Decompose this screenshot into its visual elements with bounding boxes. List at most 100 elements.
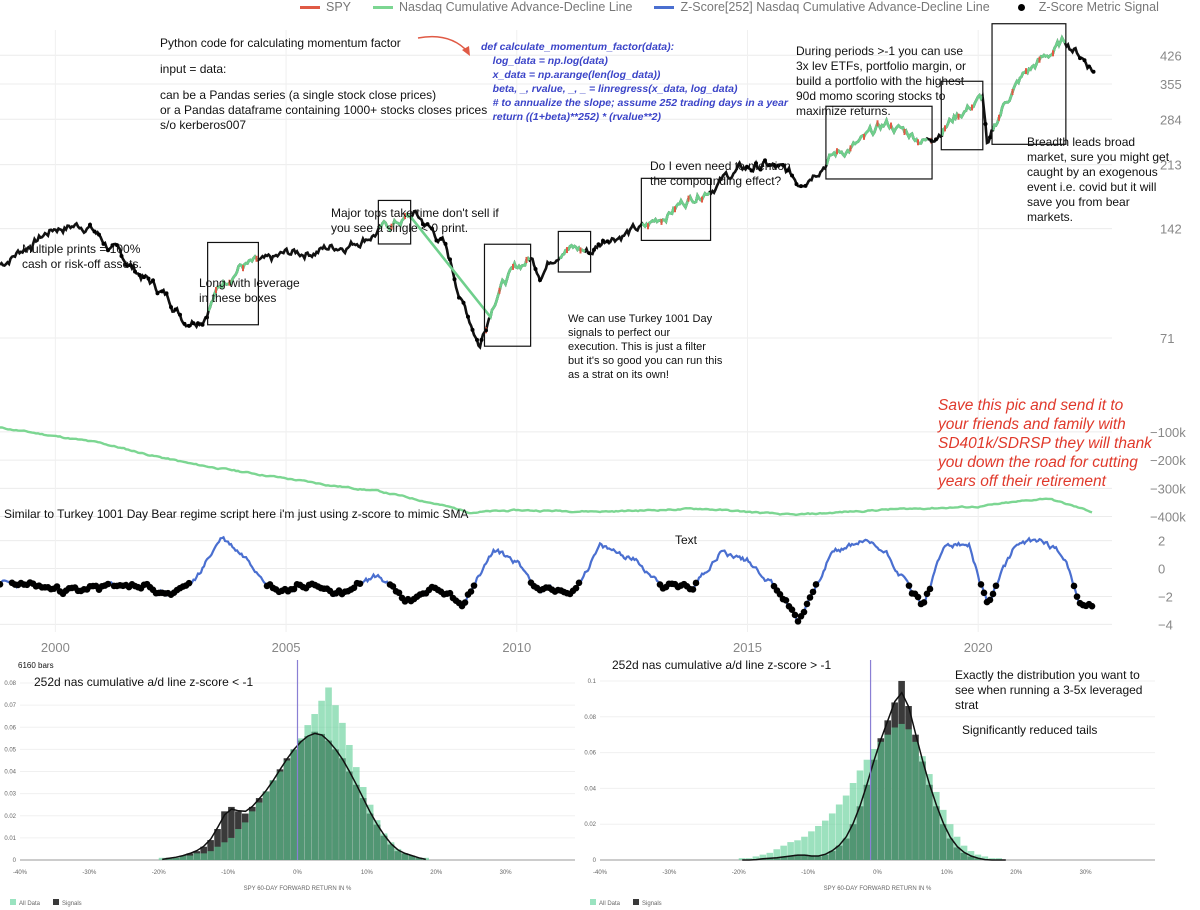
price-signal-dot: [470, 327, 475, 332]
legend-swatch-spy: [300, 5, 320, 9]
zscore-signal-dot: [986, 596, 994, 604]
price-tick-label: 355: [1160, 77, 1182, 92]
price-candle-down: [674, 206, 676, 213]
price-signal-dot: [605, 239, 610, 244]
price-signal-dot: [178, 312, 182, 317]
annotation-major-tops: Major tops take time don't sell if you s…: [331, 206, 499, 235]
hist-right-bar-alldata: [842, 795, 850, 860]
zscore-signal-dot: [1070, 582, 1078, 590]
hist-left-bar-alldata: [242, 822, 249, 860]
hist-left-bar-alldata: [255, 802, 263, 860]
price-signal-dot: [205, 315, 209, 320]
zscore-signal-dot: [776, 591, 784, 598]
price-candle-down: [903, 128, 906, 135]
price-signal-dot: [763, 158, 767, 163]
price-signal-dot: [983, 122, 988, 127]
z-tick-label: 2: [1158, 534, 1165, 549]
hist-right-bar-alldata: [745, 858, 753, 860]
price-signal-dot: [1082, 58, 1087, 63]
price-candle-down: [660, 218, 663, 225]
price-candle-down: [566, 247, 568, 254]
price-signal-dot: [443, 241, 448, 246]
hist-left-bar-alldata: [179, 855, 187, 860]
hist-right-x-axis-label: SPY 60-DAY FORWARD RETURN IN %: [824, 886, 932, 892]
price-tick-label: 426: [1160, 48, 1182, 63]
price-signal-dot: [448, 257, 452, 262]
zscore-signal-dot: [905, 582, 913, 589]
price-highlight-box: [825, 105, 933, 180]
ad-tick-label: −400k: [1150, 510, 1186, 525]
legend-item-zscore[interactable]: Z-Score[252] Nasdaq Cumulative Advance-D…: [654, 0, 990, 14]
price-candle-down: [849, 145, 852, 152]
price-highlight-box: [557, 230, 592, 273]
hist-left-bar-alldata: [207, 851, 214, 860]
price-candle-down: [957, 113, 960, 120]
hist-left-x-tick-label: -10%: [221, 870, 236, 876]
hist-left-bar-alldata: [311, 714, 318, 860]
hist-right-x-tick-label: 30%: [1080, 870, 1093, 876]
hist-left-x-tick-label: -20%: [152, 870, 167, 876]
hist-left-bar-alldata: [408, 855, 416, 860]
price-signal-dot: [142, 275, 146, 280]
legend-item-signal[interactable]: Z-Score Metric Signal: [1012, 0, 1159, 14]
price-candle-down: [944, 125, 946, 132]
price-signal-dot: [151, 278, 155, 283]
price-signal-dot: [439, 236, 443, 241]
hist-right-x-tick-label: -20%: [732, 870, 747, 876]
hist-right-bar-alldata: [981, 856, 989, 860]
zscore-signal-dot: [788, 606, 796, 614]
zscore-signal-dot: [1073, 593, 1081, 600]
hist-left-bar-alldata: [394, 848, 402, 860]
hist-left-bar-alldata: [172, 857, 180, 860]
time-tick-label: 2005: [272, 640, 301, 655]
hist-right-y-tick-label: 0: [593, 858, 597, 864]
hist-left-bar-alldata: [380, 833, 388, 860]
legend-item-spy[interactable]: SPY: [300, 0, 351, 14]
hist-left-bar-alldata: [283, 760, 291, 860]
hist-left-y-tick-label: 0.03: [4, 792, 16, 798]
zscore-signal-dot: [914, 593, 922, 601]
hist-left-x-tick-label: -30%: [82, 870, 97, 876]
hist-right-bar-alldata: [808, 831, 815, 860]
time-tick-label: 2010: [502, 640, 531, 655]
legend-label-ad-line: Nasdaq Cumulative Advance-Decline Line: [399, 0, 633, 14]
price-candle-down: [390, 223, 393, 230]
price-signal-dot: [133, 269, 137, 274]
hist-left-bar-alldata: [304, 725, 312, 860]
zscore-signal-dot: [782, 597, 790, 604]
zscore-signal-dot: [572, 584, 580, 592]
price-highlight-box: [940, 80, 984, 151]
price-signal-dot: [200, 322, 205, 327]
hist-left-y-tick-label: 0.05: [4, 747, 16, 753]
annotation-input-desc: can be a Pandas series (a single stock c…: [160, 88, 488, 132]
price-signal-dot: [772, 162, 776, 167]
hist-right-bar-alldata: [870, 748, 878, 860]
hist-left-y-tick-label: 0.07: [4, 703, 16, 709]
zscore-signal-dot: [461, 599, 469, 606]
hist-right-bar-alldata: [835, 804, 843, 860]
hist-right-x-tick-label: -40%: [593, 870, 608, 876]
price-candle-down: [498, 287, 501, 294]
zscore-signal-dot: [446, 589, 454, 597]
price-signal-dot: [119, 253, 124, 258]
annotation-breadth: Breadth leads broad market, sure you mig…: [1027, 135, 1170, 224]
hist-right-y-tick-label: 0.1: [588, 679, 597, 685]
zscore-signal-dot: [395, 589, 403, 597]
price-signal-dot: [434, 238, 439, 243]
price-candle-down: [512, 263, 514, 270]
annotation-long-leverage: Long with leverage in these boxes: [199, 276, 300, 305]
hist-right-bar-alldata: [905, 729, 912, 860]
price-signal-dot: [794, 182, 799, 187]
chart-legend: SPY Nasdaq Cumulative Advance-Decline Li…: [300, 0, 1181, 14]
price-candle-down: [687, 195, 690, 202]
price-signal-dot: [1087, 64, 1091, 69]
price-signal-dot: [97, 232, 101, 237]
price-signal-dot: [934, 137, 938, 142]
zscore-signal-dot: [806, 594, 814, 601]
hist-left-y-tick-label: 0.04: [4, 770, 16, 776]
legend-item-ad-line[interactable]: Nasdaq Cumulative Advance-Decline Line: [373, 0, 632, 14]
time-tick-label: 2000: [41, 640, 70, 655]
legend-swatch-zscore: [654, 5, 675, 9]
price-signal-dot: [115, 243, 119, 248]
zscore-signal-dot: [0, 581, 4, 588]
